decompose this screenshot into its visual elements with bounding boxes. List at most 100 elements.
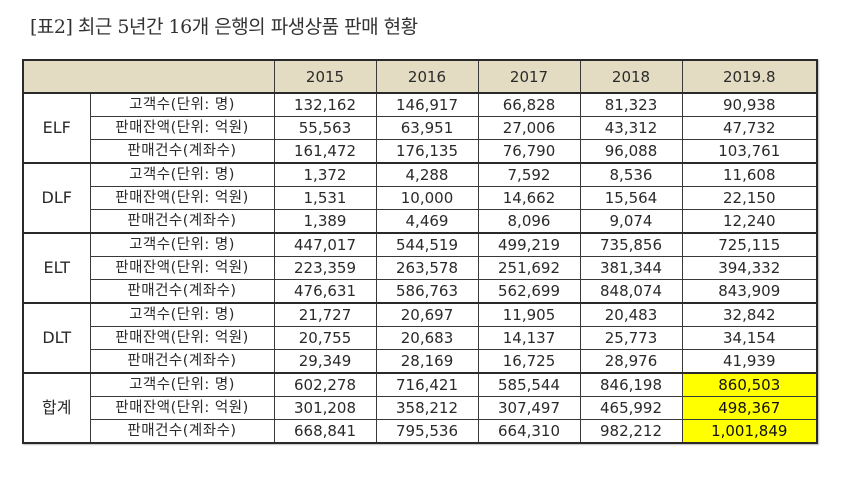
value-cell: 25,773 bbox=[579, 326, 683, 350]
value-cell: 103,761 bbox=[681, 139, 818, 164]
value-cell: 795,536 bbox=[375, 419, 479, 444]
value-cell: 81,323 bbox=[579, 92, 683, 117]
value-cell: 9,074 bbox=[579, 209, 683, 234]
metric-label: 판매건수(계좌수) bbox=[89, 209, 275, 234]
value-cell: 982,212 bbox=[579, 419, 683, 444]
metric-label: 판매잔액(단위: 억원) bbox=[89, 396, 275, 420]
value-cell: 43,312 bbox=[579, 116, 683, 140]
value-cell: 4,288 bbox=[375, 162, 479, 187]
highlighted-value-cell: 1,001,849 bbox=[681, 419, 818, 444]
value-cell: 32,842 bbox=[681, 302, 818, 327]
value-cell: 20,683 bbox=[375, 326, 479, 350]
metric-label: 판매건수(계좌수) bbox=[89, 279, 275, 304]
value-cell: 1,531 bbox=[273, 186, 377, 210]
value-cell: 664,310 bbox=[477, 419, 581, 444]
value-cell: 8,536 bbox=[579, 162, 683, 187]
header-year-2019-8: 2019.8 bbox=[681, 59, 818, 94]
header-year-2017: 2017 bbox=[477, 59, 581, 94]
table-row: 판매잔액(단위: 억원) 301,208 358,212 307,497 465… bbox=[23, 396, 818, 420]
value-cell: 735,856 bbox=[579, 232, 683, 257]
value-cell: 11,608 bbox=[681, 162, 818, 187]
value-cell: 66,828 bbox=[477, 92, 581, 117]
value-cell: 132,162 bbox=[273, 92, 377, 117]
value-cell: 41,939 bbox=[681, 349, 818, 374]
value-cell: 76,790 bbox=[477, 139, 581, 164]
derivatives-sales-table: 2015 2016 2017 2018 2019.8 ELF 고객수(단위: 명… bbox=[22, 59, 818, 444]
value-cell: 27,006 bbox=[477, 116, 581, 140]
table-row: 판매건수(계좌수) 29,349 28,169 16,725 28,976 41… bbox=[23, 349, 818, 374]
value-cell: 28,976 bbox=[579, 349, 683, 374]
group-label-elt: ELT bbox=[22, 232, 91, 304]
metric-label: 고객수(단위: 명) bbox=[89, 92, 275, 117]
metric-label: 판매건수(계좌수) bbox=[89, 139, 275, 164]
table-row: 판매잔액(단위: 억원) 1,531 10,000 14,662 15,564 … bbox=[23, 186, 818, 210]
value-cell: 585,544 bbox=[477, 372, 581, 397]
value-cell: 11,905 bbox=[477, 302, 581, 327]
value-cell: 223,359 bbox=[273, 256, 377, 280]
value-cell: 20,755 bbox=[273, 326, 377, 350]
value-cell: 8,096 bbox=[477, 209, 581, 234]
highlighted-value-cell: 498,367 bbox=[681, 396, 818, 420]
table-row: ELT 고객수(단위: 명) 447,017 544,519 499,219 7… bbox=[22, 232, 818, 304]
value-cell: 251,692 bbox=[477, 256, 581, 280]
value-cell: 90,938 bbox=[681, 92, 818, 117]
group-label-dlf: DLF bbox=[22, 162, 91, 234]
value-cell: 15,564 bbox=[579, 186, 683, 210]
header-year-2015: 2015 bbox=[273, 59, 377, 94]
value-cell: 161,472 bbox=[273, 139, 377, 164]
value-cell: 14,137 bbox=[477, 326, 581, 350]
header-row: 2015 2016 2017 2018 2019.8 bbox=[22, 59, 818, 94]
header-year-2016: 2016 bbox=[375, 59, 479, 94]
value-cell: 176,135 bbox=[375, 139, 479, 164]
value-cell: 544,519 bbox=[375, 232, 479, 257]
value-cell: 16,725 bbox=[477, 349, 581, 374]
value-cell: 499,219 bbox=[477, 232, 581, 257]
value-cell: 10,000 bbox=[375, 186, 479, 210]
table-row: 판매건수(계좌수) 1,389 4,469 8,096 9,074 12,240 bbox=[23, 209, 818, 234]
value-cell: 1,372 bbox=[273, 162, 377, 187]
value-cell: 358,212 bbox=[375, 396, 479, 420]
table-row: DLT 고객수(단위: 명) 21,727 20,697 11,905 20,4… bbox=[22, 302, 818, 374]
header-corner bbox=[22, 59, 275, 94]
highlighted-value-cell: 860,503 bbox=[681, 372, 818, 397]
value-cell: 307,497 bbox=[477, 396, 581, 420]
group-label-elf: ELF bbox=[22, 92, 91, 164]
metric-label: 고객수(단위: 명) bbox=[89, 372, 275, 397]
group-label-total: 합계 bbox=[22, 372, 91, 444]
value-cell: 716,421 bbox=[375, 372, 479, 397]
value-cell: 55,563 bbox=[273, 116, 377, 140]
metric-label: 고객수(단위: 명) bbox=[89, 162, 275, 187]
metric-label: 판매건수(계좌수) bbox=[89, 349, 275, 374]
value-cell: 394,332 bbox=[681, 256, 818, 280]
value-cell: 725,115 bbox=[681, 232, 818, 257]
value-cell: 14,662 bbox=[477, 186, 581, 210]
value-cell: 301,208 bbox=[273, 396, 377, 420]
value-cell: 1,389 bbox=[273, 209, 377, 234]
value-cell: 4,469 bbox=[375, 209, 479, 234]
table-row: 판매건수(계좌수) 668,841 795,536 664,310 982,21… bbox=[23, 419, 818, 444]
value-cell: 476,631 bbox=[273, 279, 377, 304]
value-cell: 263,578 bbox=[375, 256, 479, 280]
value-cell: 562,699 bbox=[477, 279, 581, 304]
value-cell: 7,592 bbox=[477, 162, 581, 187]
value-cell: 12,240 bbox=[681, 209, 818, 234]
value-cell: 20,697 bbox=[375, 302, 479, 327]
metric-label: 고객수(단위: 명) bbox=[89, 232, 275, 257]
table-row: 판매잔액(단위: 억원) 223,359 263,578 251,692 381… bbox=[23, 256, 818, 280]
table-row: 판매건수(계좌수) 161,472 176,135 76,790 96,088 … bbox=[23, 139, 818, 164]
table-row: 합계 고객수(단위: 명) 602,278 716,421 585,544 84… bbox=[22, 372, 818, 444]
metric-label: 고객수(단위: 명) bbox=[89, 302, 275, 327]
value-cell: 586,763 bbox=[375, 279, 479, 304]
metric-label: 판매잔액(단위: 억원) bbox=[89, 256, 275, 280]
value-cell: 22,150 bbox=[681, 186, 818, 210]
value-cell: 29,349 bbox=[273, 349, 377, 374]
metric-label: 판매건수(계좌수) bbox=[89, 419, 275, 444]
group-label-dlt: DLT bbox=[22, 302, 91, 374]
value-cell: 668,841 bbox=[273, 419, 377, 444]
value-cell: 381,344 bbox=[579, 256, 683, 280]
value-cell: 602,278 bbox=[273, 372, 377, 397]
value-cell: 21,727 bbox=[273, 302, 377, 327]
metric-label: 판매잔액(단위: 억원) bbox=[89, 116, 275, 140]
value-cell: 465,992 bbox=[579, 396, 683, 420]
value-cell: 47,732 bbox=[681, 116, 818, 140]
